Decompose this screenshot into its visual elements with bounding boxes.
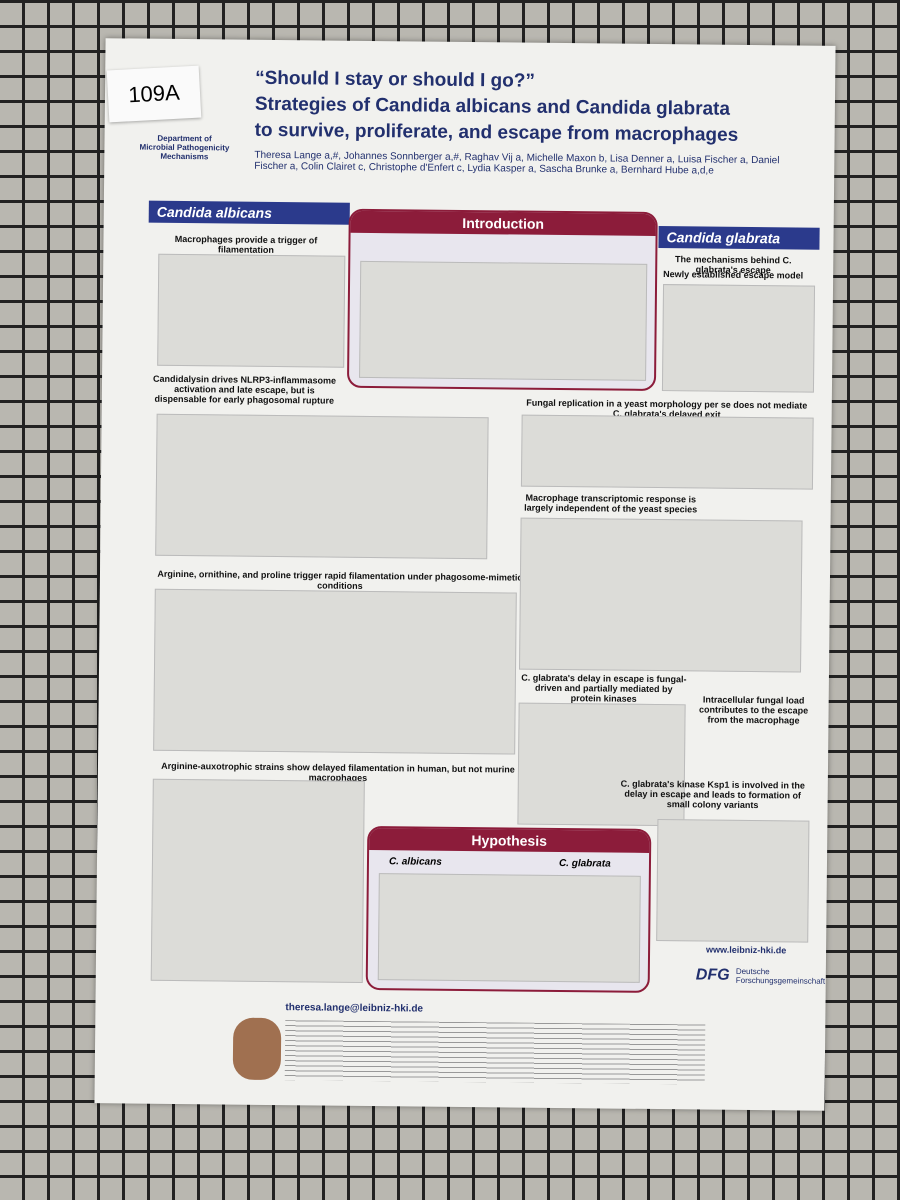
website: www.leibniz-hki.de xyxy=(706,944,787,956)
figure xyxy=(155,413,489,560)
title-line: to survive, proliferate, and escape from… xyxy=(254,119,739,146)
figure xyxy=(519,517,803,673)
subheading: Macrophages provide a trigger of filamen… xyxy=(174,233,318,255)
figure xyxy=(359,260,648,381)
funder-name: Deutsche Forschungsgemeinschaft xyxy=(735,966,826,986)
title-line: Strategies of Candida albicans and Candi… xyxy=(254,93,731,120)
portrait xyxy=(232,1017,282,1081)
subheading: C. glabrata's kinase Ksp1 is involved in… xyxy=(620,778,805,811)
department: Department of Microbial Pathogenicity Me… xyxy=(139,133,230,162)
figure xyxy=(377,873,641,983)
references xyxy=(284,1020,706,1085)
subheading: Macrophage transcriptomic response is la… xyxy=(524,492,698,515)
label: C. albicans xyxy=(388,856,442,868)
figure xyxy=(150,778,365,983)
box-header: Hypothesis xyxy=(369,828,650,853)
subheading: C. glabrata's delay in escape is fungal-… xyxy=(521,672,687,704)
label: C. glabrata xyxy=(558,858,611,870)
section-header: Candida glabrata xyxy=(658,226,820,250)
section-header: Candida albicans xyxy=(148,200,350,225)
subheading: Candidalysin drives NLRP3-inflammasome a… xyxy=(152,373,337,406)
poster: Department of Microbial Pathogenicity Me… xyxy=(94,38,836,1111)
funder-logo: DFG xyxy=(695,966,730,984)
subheading: Intracellular fungal load contributes to… xyxy=(699,694,809,726)
authors: Theresa Lange a,#, Johannes Sonnberger a… xyxy=(254,149,780,177)
figure xyxy=(656,819,810,943)
figure xyxy=(661,284,816,393)
email: theresa.lange@leibniz-hki.de xyxy=(285,1002,424,1015)
number-tag: 109A xyxy=(106,65,202,123)
figure xyxy=(520,414,814,490)
figure xyxy=(153,588,517,755)
hypothesis-box: Hypothesis C. albicans C. glabrata xyxy=(365,825,652,993)
intro-box: Introduction xyxy=(346,208,658,391)
box-header: Introduction xyxy=(350,210,656,236)
title-line: “Should I stay or should I go?” xyxy=(255,67,536,92)
figure xyxy=(157,253,346,368)
subheading: Newly established escape model xyxy=(663,269,804,281)
